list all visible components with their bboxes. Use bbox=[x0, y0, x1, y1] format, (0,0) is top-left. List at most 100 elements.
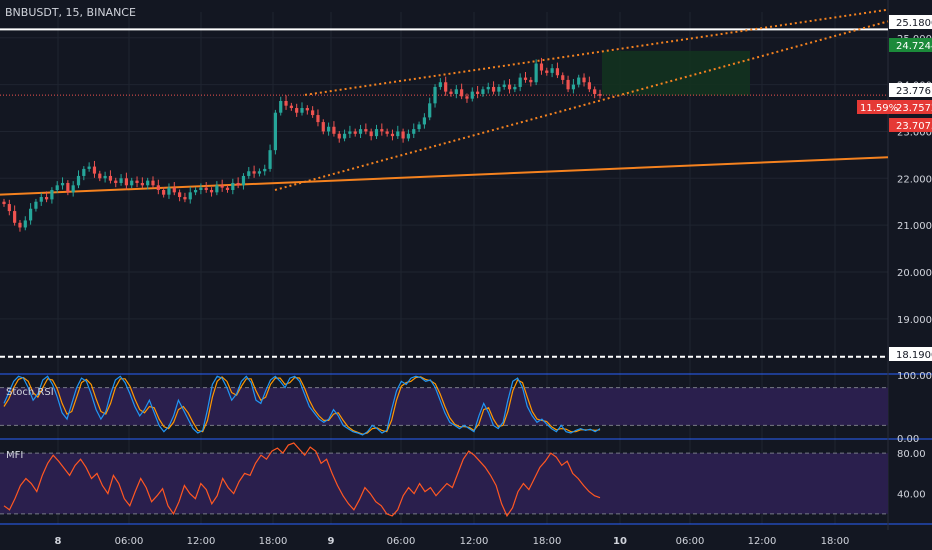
candle-body bbox=[172, 187, 176, 193]
candle-body bbox=[513, 86, 517, 90]
symbol-title[interactable]: BNBUSDT, 15, BINANCE bbox=[5, 6, 136, 19]
stoch-k-line bbox=[3, 375, 601, 436]
candle-body bbox=[342, 133, 347, 139]
candle-body bbox=[29, 208, 33, 221]
candle-body bbox=[98, 173, 102, 179]
candle-body bbox=[401, 131, 405, 139]
candle-body bbox=[119, 178, 123, 183]
candle-body bbox=[438, 82, 442, 87]
candle-body bbox=[433, 86, 437, 104]
price-tag-label: 23.7761 bbox=[896, 86, 932, 97]
mfi-label[interactable]: MFI bbox=[6, 450, 24, 461]
stoch-tick-label: 0.00 bbox=[897, 434, 919, 445]
price-tick-label: 19.0000 bbox=[897, 315, 932, 326]
candle-body bbox=[465, 96, 469, 99]
candle-body bbox=[502, 84, 506, 87]
candle-body bbox=[220, 185, 224, 188]
candle-body bbox=[587, 82, 591, 90]
candle-body bbox=[481, 89, 485, 94]
candle-body bbox=[582, 77, 586, 83]
candle-body bbox=[87, 166, 91, 169]
candle-body bbox=[454, 89, 458, 94]
candle-body bbox=[50, 190, 54, 200]
candle-body bbox=[529, 79, 533, 83]
candle-body bbox=[396, 131, 400, 137]
price-tag bbox=[889, 100, 932, 114]
time-tick-label: 10 bbox=[613, 536, 627, 547]
candle-body bbox=[507, 84, 512, 90]
candle-body bbox=[545, 70, 549, 73]
time-tick-label: 06:00 bbox=[387, 536, 416, 547]
candle-body bbox=[257, 171, 262, 174]
candle-body bbox=[92, 166, 97, 174]
candle-body bbox=[523, 77, 528, 80]
candle-body bbox=[34, 201, 38, 209]
candle-body bbox=[225, 187, 230, 190]
price-tag bbox=[889, 347, 932, 361]
candle-body bbox=[167, 187, 171, 195]
target-box bbox=[602, 50, 750, 96]
price-tag-label: 24.7244 bbox=[896, 41, 932, 52]
candle-body bbox=[188, 192, 192, 200]
candle-body bbox=[449, 91, 453, 94]
time-tick-label: 9 bbox=[328, 536, 335, 547]
candle-body bbox=[39, 197, 43, 202]
mfi-tick-label: 40.00 bbox=[897, 490, 926, 501]
time-tick-label: 18:00 bbox=[821, 536, 850, 547]
time-tick-label: 12:00 bbox=[748, 536, 777, 547]
candle-body bbox=[385, 131, 389, 134]
candle-body bbox=[247, 171, 251, 176]
candle-body bbox=[71, 185, 75, 193]
candle-body bbox=[268, 150, 272, 169]
candle-body bbox=[476, 91, 480, 94]
candle-body bbox=[348, 131, 352, 134]
candle-body bbox=[380, 129, 384, 132]
stoch-tick-label: 100.00 bbox=[897, 371, 932, 382]
candle-body bbox=[300, 108, 304, 113]
candle-body bbox=[305, 108, 309, 111]
price-tag bbox=[889, 118, 932, 132]
candle-body bbox=[321, 122, 325, 132]
time-tick-label: 8 bbox=[55, 536, 62, 547]
candle-body bbox=[491, 86, 496, 92]
candle-body bbox=[593, 89, 597, 94]
candle-body bbox=[108, 175, 113, 181]
candle-body bbox=[7, 204, 11, 212]
candle-body bbox=[124, 178, 128, 186]
candle-body bbox=[178, 192, 182, 198]
candle-body bbox=[76, 175, 81, 186]
price-tick-label: 21.0000 bbox=[897, 221, 932, 232]
candle-body bbox=[151, 180, 155, 186]
candle-body bbox=[55, 185, 59, 190]
candle-body bbox=[199, 187, 203, 190]
price-tag-label: 25.1800 bbox=[896, 18, 932, 29]
candle-body bbox=[204, 187, 208, 190]
candle-body bbox=[103, 175, 107, 179]
candle-body bbox=[114, 180, 118, 183]
time-tick-label: 12:00 bbox=[460, 536, 489, 547]
candle-body bbox=[146, 180, 150, 186]
candle-body bbox=[241, 175, 246, 186]
candle-body bbox=[497, 86, 501, 92]
candle-body bbox=[156, 185, 160, 190]
change-badge bbox=[857, 100, 889, 114]
candle-body bbox=[252, 171, 256, 174]
candle-body bbox=[316, 115, 320, 123]
candle-body bbox=[571, 84, 575, 90]
candle-body bbox=[140, 182, 144, 186]
time-tick-label: 06:00 bbox=[115, 536, 144, 547]
candle-body bbox=[364, 129, 368, 132]
price-tag bbox=[889, 83, 932, 97]
price-tag bbox=[889, 38, 932, 52]
candle-body bbox=[486, 86, 490, 90]
candle-body bbox=[66, 182, 70, 193]
candle-body bbox=[162, 190, 166, 195]
candle-body bbox=[295, 108, 299, 113]
candle-body bbox=[311, 110, 315, 116]
stoch-band-fill bbox=[0, 387, 888, 426]
candle-body bbox=[353, 131, 357, 134]
mfi-tick-label: 80.00 bbox=[897, 449, 926, 460]
stoch-rsi-label[interactable]: Stoch RSI bbox=[6, 387, 54, 398]
